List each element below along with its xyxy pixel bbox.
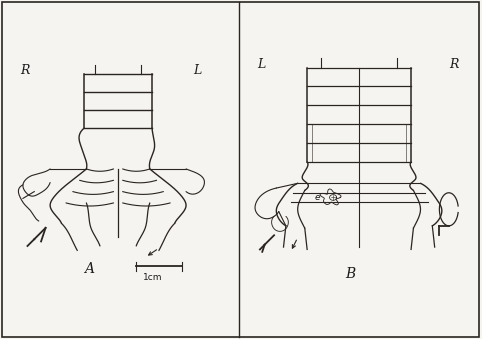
Text: R: R [21, 64, 30, 77]
Text: L: L [193, 64, 201, 77]
Text: e: e [314, 193, 320, 202]
Text: A: A [84, 262, 94, 276]
Text: 1cm: 1cm [143, 273, 162, 282]
Text: B: B [345, 267, 355, 281]
Text: L: L [257, 58, 266, 71]
Text: R: R [449, 58, 458, 71]
